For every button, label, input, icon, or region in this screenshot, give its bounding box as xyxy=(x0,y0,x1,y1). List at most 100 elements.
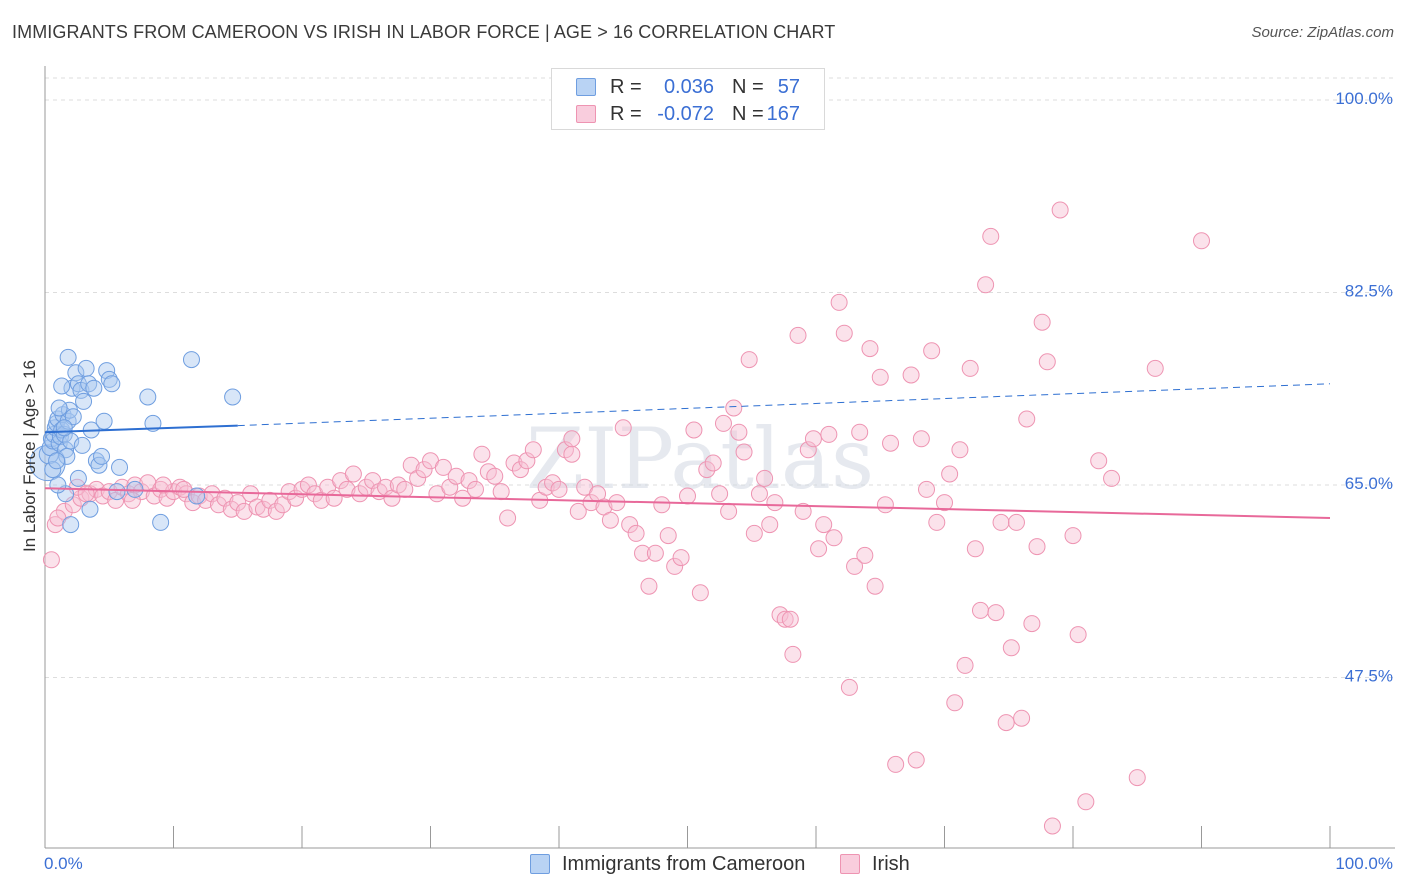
data-point-irish xyxy=(840,678,858,696)
data-point-cameroon xyxy=(75,392,93,410)
data-point-irish xyxy=(1002,639,1020,657)
data-point-cameroon xyxy=(182,351,200,369)
data-point-irish xyxy=(569,502,587,520)
data-point-cameroon xyxy=(44,461,62,479)
data-point-irish xyxy=(261,491,279,509)
data-point-cameroon xyxy=(64,408,82,426)
data-point-irish xyxy=(344,465,362,483)
data-point-irish xyxy=(254,500,272,518)
data-point-irish xyxy=(856,546,874,564)
data-point-irish xyxy=(518,452,536,470)
data-point-irish xyxy=(511,461,529,479)
watermark: ZIPatlas xyxy=(526,410,874,508)
data-point-irish xyxy=(815,516,833,534)
data-point-irish xyxy=(1043,817,1061,835)
data-point-cameroon xyxy=(69,375,87,393)
data-point-irish xyxy=(799,441,817,459)
data-point-irish xyxy=(499,509,517,527)
data-point-irish xyxy=(1069,626,1087,644)
grid-lines xyxy=(45,77,1395,678)
data-point-irish xyxy=(992,513,1010,531)
data-point-irish xyxy=(177,485,195,503)
data-point-cameroon xyxy=(108,483,126,501)
data-point-irish xyxy=(447,467,465,485)
data-point-cameroon xyxy=(139,388,157,406)
y-tick-label: 65.0% xyxy=(1345,474,1393,493)
data-point-irish xyxy=(784,645,802,663)
data-point-irish xyxy=(154,476,172,494)
data-point-irish xyxy=(941,465,959,483)
data-point-irish xyxy=(789,326,807,344)
data-point-irish xyxy=(550,480,568,498)
data-point-irish xyxy=(1018,410,1036,428)
data-point-irish xyxy=(123,491,141,509)
chart-title: IMMIGRANTS FROM CAMEROON VS IRISH IN LAB… xyxy=(12,22,836,42)
data-point-irish xyxy=(621,516,639,534)
data-point-irish xyxy=(982,227,1000,245)
data-point-irish xyxy=(685,421,703,439)
source-label: Source: ZipAtlas.com xyxy=(1251,24,1394,41)
data-point-irish xyxy=(1007,513,1025,531)
data-point-irish xyxy=(987,604,1005,622)
data-point-irish xyxy=(492,483,510,501)
data-point-irish xyxy=(704,454,722,472)
y-tick-label: 82.5% xyxy=(1345,282,1393,301)
legend-label-irish: Irish xyxy=(872,853,910,875)
data-point-cameroon xyxy=(224,388,242,406)
data-point-cameroon xyxy=(69,469,87,487)
data-point-irish xyxy=(951,441,969,459)
data-point-irish xyxy=(563,445,581,463)
data-point-cameroon xyxy=(85,379,103,397)
tick-labels: 100.0% 82.5% 65.0% 47.5% 0.0% 100.0% xyxy=(44,89,1393,873)
data-point-irish xyxy=(711,485,729,503)
data-point-irish xyxy=(776,610,794,628)
data-point-irish xyxy=(698,461,716,479)
x-tick-label: 0.0% xyxy=(44,854,83,873)
legend-swatch-irish xyxy=(840,854,860,874)
data-point-irish xyxy=(209,496,227,514)
y-tick-label: 47.5% xyxy=(1345,667,1393,686)
data-point-irish xyxy=(460,472,478,490)
data-point-irish xyxy=(766,494,784,512)
data-point-irish xyxy=(1013,709,1031,727)
data-point-irish xyxy=(659,527,677,545)
data-point-irish xyxy=(882,434,900,452)
data-point-irish xyxy=(634,544,652,562)
data-point-irish xyxy=(851,423,869,441)
data-point-irish xyxy=(861,340,879,358)
axes xyxy=(44,66,1395,849)
data-point-cameroon xyxy=(95,412,113,430)
data-point-irish xyxy=(820,425,838,443)
data-point-irish xyxy=(145,487,163,505)
data-point-irish xyxy=(781,610,799,628)
data-point-irish xyxy=(810,540,828,558)
data-point-irish xyxy=(835,324,853,342)
data-point-irish xyxy=(235,502,253,520)
n-value: 57 xyxy=(777,76,800,98)
data-point-irish xyxy=(825,529,843,547)
data-point-irish xyxy=(152,480,170,498)
data-point-irish xyxy=(830,293,848,311)
data-point-irish xyxy=(971,601,989,619)
data-point-cameroon xyxy=(77,359,95,377)
r-label: R = xyxy=(610,76,642,98)
legend-row-cameroon: R = 0.036 N = 57 xyxy=(552,74,824,100)
data-point-irish xyxy=(222,500,240,518)
data-point-irish xyxy=(691,584,709,602)
data-point-irish xyxy=(679,487,696,505)
data-point-irish xyxy=(396,480,414,498)
data-point-irish xyxy=(640,577,658,595)
data-point-irish xyxy=(441,478,459,496)
data-point-irish xyxy=(846,557,864,575)
data-point-cameroon xyxy=(48,452,66,470)
data-point-cameroon xyxy=(57,441,75,459)
data-point-irish xyxy=(1038,353,1056,371)
data-point-cameroon xyxy=(152,513,170,531)
data-point-irish xyxy=(42,551,60,569)
data-point-irish xyxy=(730,423,748,441)
data-point-irish xyxy=(966,540,984,558)
data-point-irish xyxy=(601,511,619,529)
data-point-cameroon xyxy=(73,436,91,454)
data-point-irish xyxy=(745,524,763,542)
data-point-cameroon xyxy=(103,375,121,393)
